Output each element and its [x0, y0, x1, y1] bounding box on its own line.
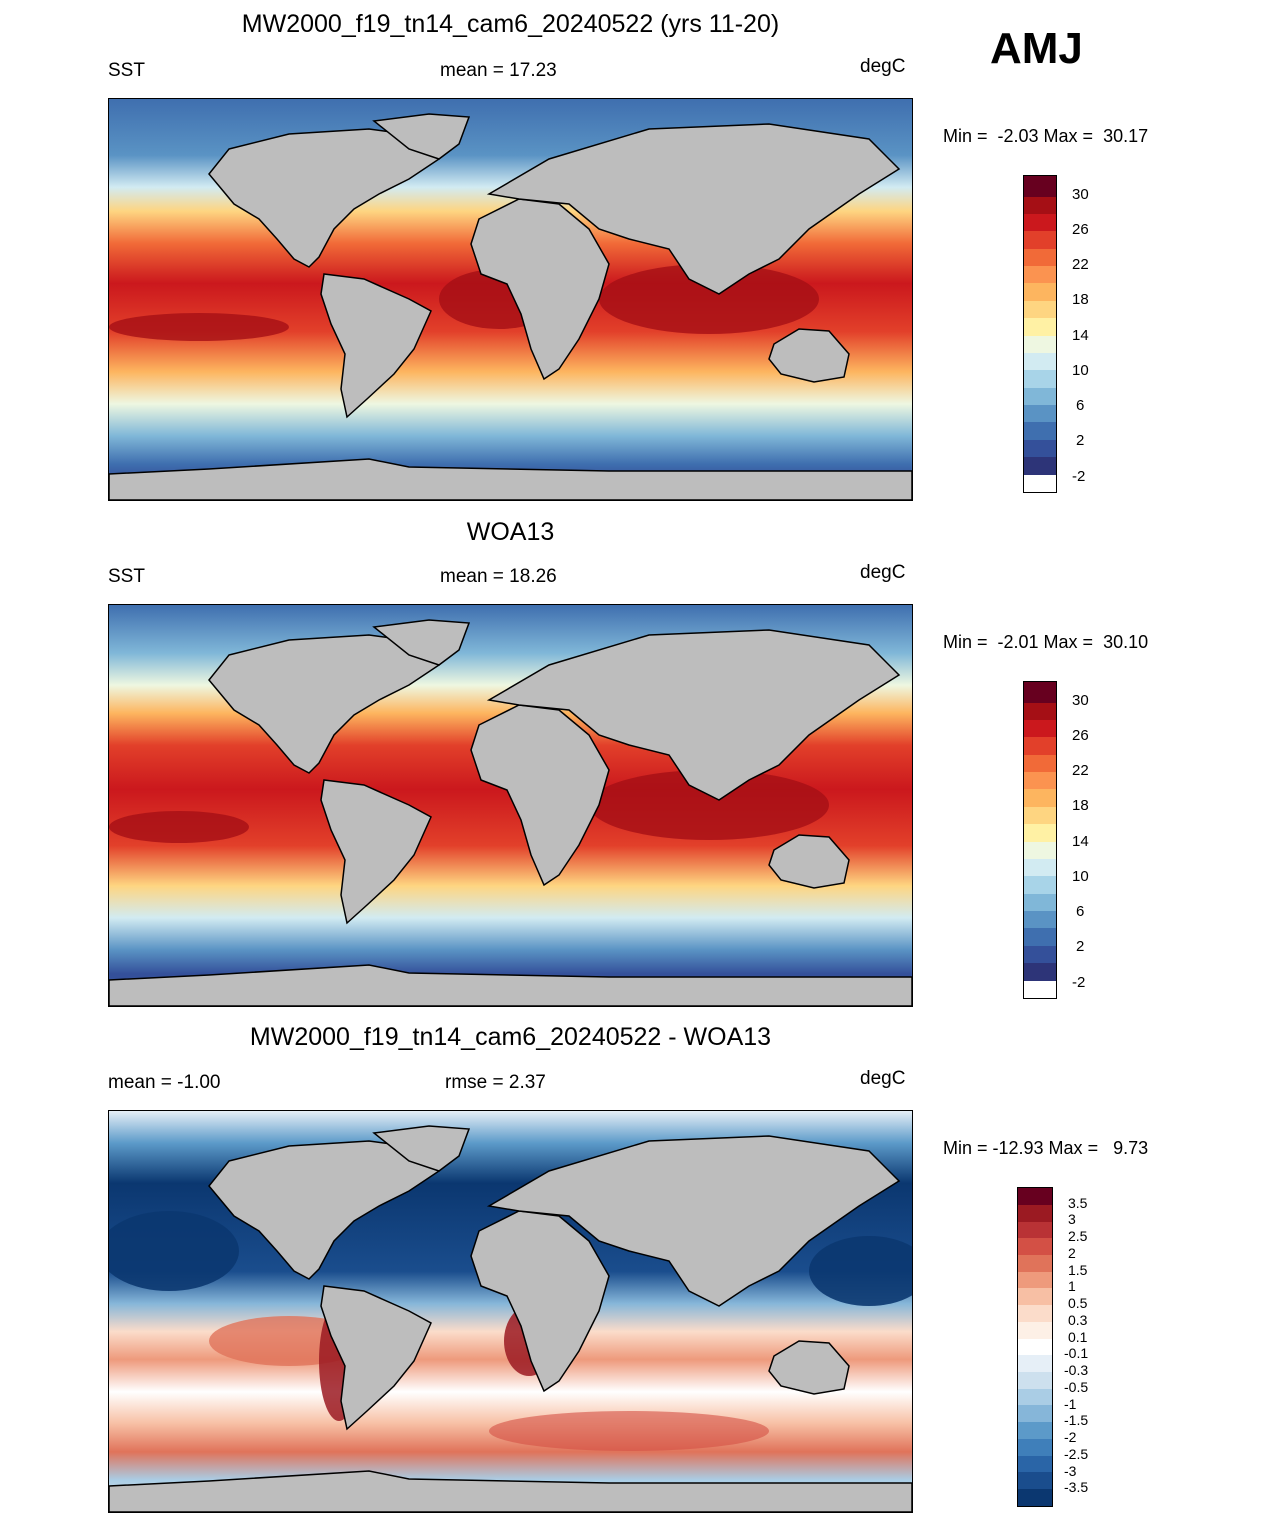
panel2-cb-label: 26: [1072, 727, 1089, 744]
panel2-cb-label: 18: [1072, 797, 1089, 814]
panel1-cb-label: 18: [1072, 291, 1089, 308]
panel2-variable-label: SST: [108, 566, 145, 587]
panel3-title: MW2000_f19_tn14_cam6_20240522 - WOA13: [249, 1023, 772, 1051]
panel2-mean-label: mean = 18.26: [440, 566, 557, 587]
panel3-difference-map: [108, 1110, 913, 1513]
panel3-cb-label: 1.5: [1068, 1261, 1088, 1278]
panel3-cb-label: 3: [1068, 1211, 1076, 1228]
panel3-cb-label: -3: [1064, 1462, 1077, 1479]
panel3-cb-label: -0.1: [1064, 1345, 1089, 1362]
panel3-cb-label: 1: [1068, 1278, 1076, 1295]
panel3-cb-label: -1.5: [1064, 1412, 1089, 1429]
panel2-cb-label: 30: [1072, 692, 1089, 709]
panel2-sst-map: [108, 604, 913, 1007]
panel1-variable-label: SST: [108, 60, 145, 81]
panel1-cb-label: 10: [1072, 362, 1089, 379]
panel3-cb-label: -0.3: [1064, 1362, 1089, 1379]
panel2-cb-label: 6: [1076, 903, 1085, 920]
panel3-colorbar: [1017, 1187, 1053, 1507]
panel1-cb-label: 6: [1076, 397, 1085, 414]
panel3-cb-label: -2: [1064, 1429, 1077, 1446]
panel2-minmax: Min = -2.01 Max = 30.10: [943, 632, 1149, 652]
panel2-cb-label: 14: [1072, 833, 1089, 850]
panel2-cb-label: 10: [1072, 868, 1089, 885]
panel1-mean-label: mean = 17.23: [440, 60, 557, 81]
panel3-cb-label: -1: [1064, 1395, 1077, 1412]
panel3-cb-label: -3.5: [1064, 1479, 1089, 1496]
panel3-land: [109, 1125, 912, 1512]
panel1-colorbar: [1023, 175, 1057, 493]
panel1-minmax: Min = -2.03 Max = 30.17: [943, 126, 1149, 146]
panel2-land: [109, 619, 912, 1006]
panel2-cb-label: -2: [1072, 974, 1086, 991]
panel3-cb-label: 2: [1068, 1244, 1076, 1261]
panel2-cb-label: 22: [1072, 762, 1089, 779]
season-label: AMJ: [990, 24, 1083, 73]
panel2-cb-label: 2: [1076, 938, 1085, 955]
panel3-cb-label: 2.5: [1068, 1228, 1088, 1245]
panel3-cb-label: 0.3: [1068, 1311, 1088, 1328]
panel2-units-label: degC: [860, 562, 906, 583]
panel1-title: MW2000_f19_tn14_cam6_20240522 (yrs 11-20…: [241, 10, 780, 38]
panel1-cb-label: 26: [1072, 221, 1089, 238]
panel3-cb-label: 0.5: [1068, 1295, 1088, 1312]
panel1-land: [109, 113, 912, 500]
panel3-cb-label: -0.5: [1064, 1378, 1089, 1395]
panel1-units-label: degC: [860, 56, 906, 77]
panel1-cb-label: 30: [1072, 186, 1089, 203]
panel2-colorbar: [1023, 681, 1057, 999]
panel1-cb-label: 14: [1072, 327, 1089, 344]
panel3-cb-label: 3.5: [1068, 1194, 1088, 1211]
panel1-cb-label: 2: [1076, 432, 1085, 449]
panel1-cb-label: -2: [1072, 468, 1086, 485]
panel3-rmse-label: rmse = 2.37: [445, 1072, 546, 1093]
panel1-sst-map: [108, 98, 913, 501]
panel3-mean-label: mean = -1.00: [108, 1072, 221, 1093]
panel1-cb-label: 22: [1072, 256, 1089, 273]
panel3-cb-label: 0.1: [1068, 1328, 1088, 1345]
panel2-title: WOA13: [466, 518, 555, 546]
panel3-cb-label: -2.5: [1064, 1445, 1089, 1462]
panel3-units-label: degC: [860, 1068, 906, 1089]
panel3-minmax: Min = -12.93 Max = 9.73: [943, 1138, 1149, 1158]
